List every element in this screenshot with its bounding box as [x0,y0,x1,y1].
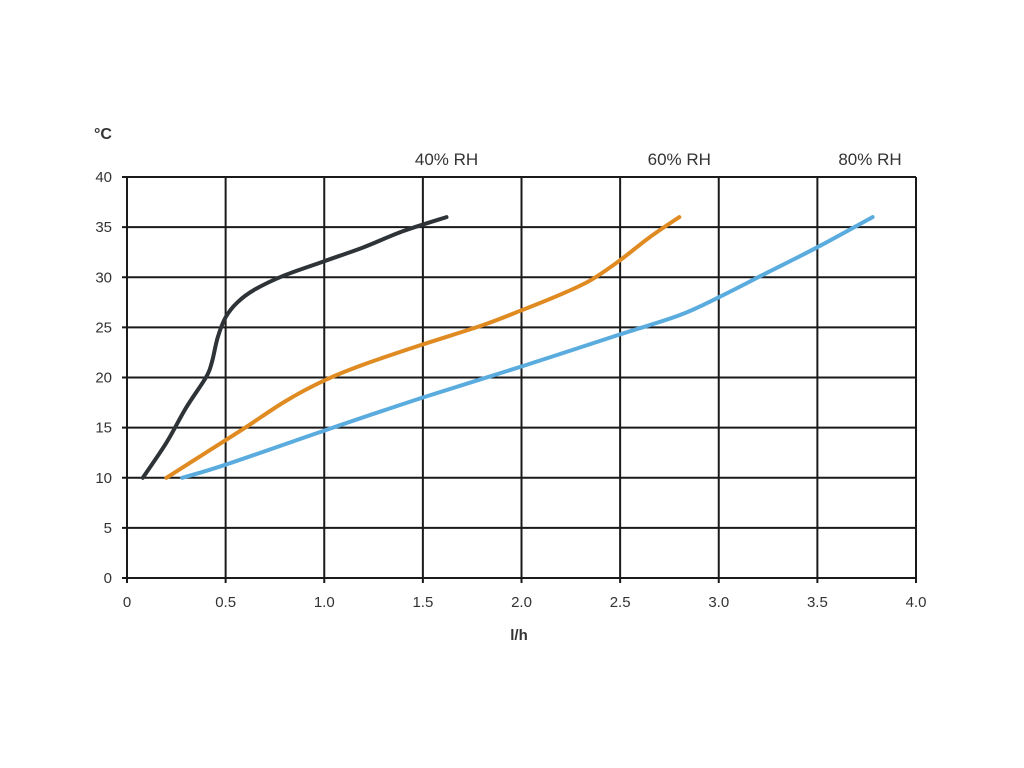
x-axis-label: l/h [510,627,528,644]
series-label-2: 60% RH [648,150,711,169]
x-tick-label: 1.5 [412,594,433,611]
x-tick-label: 4.0 [906,594,927,611]
y-tick-label: 30 [95,269,112,286]
x-tick-label: 2.5 [610,594,631,611]
series-labels: 40% RH 60% RH 80% RH [415,150,902,169]
series-line-3 [180,215,875,480]
y-tick-label: 20 [95,370,112,387]
y-tick-label: 5 [104,520,112,537]
y-tick-label: 15 [95,420,112,437]
y-axis-label: °C [94,126,112,143]
series-line-2 [164,215,682,480]
chart-grid [122,176,917,583]
x-tick-label: 0 [123,594,131,611]
y-tick-label: 35 [95,219,112,236]
y-tick-label: 25 [95,319,112,336]
x-tick-label: 2.0 [511,594,532,611]
x-tick-label: 0.5 [215,594,236,611]
y-tick-label: 10 [95,470,112,487]
x-tick-label: 3.0 [708,594,729,611]
x-tick-label: 1.0 [314,594,335,611]
series-label-1: 40% RH [415,150,478,169]
x-tick-label: 3.5 [807,594,828,611]
y-tick-label: 40 [95,169,112,186]
y-tick-label: 0 [104,570,112,587]
series-label-3: 80% RH [838,150,901,169]
x-tick-labels: 0 0.5 1.0 1.5 2.0 2.5 3.0 3.5 4.0 [123,594,927,611]
series-layer [140,215,875,480]
series-line-1 [140,215,449,480]
y-tick-labels: 0 5 10 15 20 25 30 35 40 [95,169,112,587]
